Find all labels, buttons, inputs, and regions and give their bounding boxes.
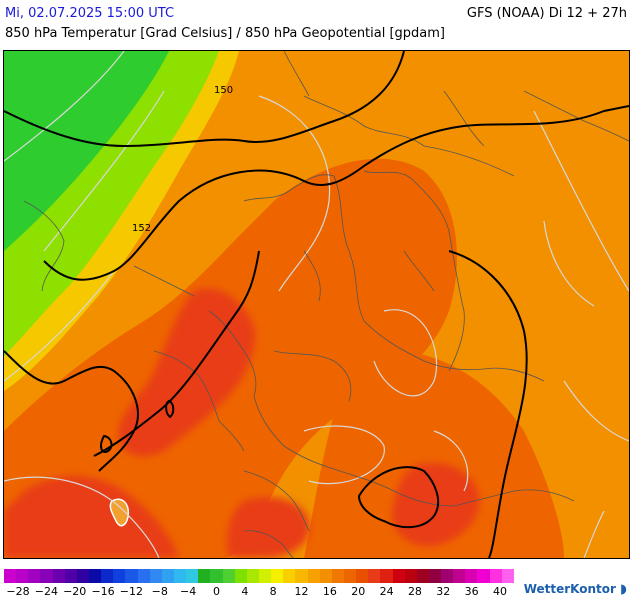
legend-swatch — [16, 569, 29, 583]
isohypse-label-152: 152 — [132, 223, 151, 234]
legend-swatch — [4, 569, 17, 583]
legend-tick-label: −16 — [91, 585, 115, 598]
legend-swatch — [64, 569, 77, 583]
legend-tick-label: 4 — [241, 585, 249, 598]
brand-logo[interactable]: WetterKontor ◗ — [524, 582, 627, 597]
legend-tick-label: 16 — [322, 585, 337, 598]
legend-swatch — [113, 569, 126, 583]
legend-swatch — [52, 569, 65, 583]
legend-tick-label: 24 — [379, 585, 394, 598]
legend-swatch — [198, 569, 211, 583]
legend-swatch — [307, 569, 320, 583]
legend-swatch — [331, 569, 344, 583]
legend-tick-label: −8 — [151, 585, 168, 598]
legend-swatch — [453, 569, 466, 583]
legend-swatch — [149, 569, 162, 583]
parameter-label: 850 hPa Temperatur [Grad Celsius] / 850 … — [5, 26, 446, 41]
legend-tick-label: 36 — [464, 585, 479, 598]
legend-swatch — [380, 569, 393, 583]
legend-swatch — [465, 569, 478, 583]
legend-swatch — [392, 569, 405, 583]
isohypse-label-150: 150 — [214, 85, 233, 96]
legend-tick-label: −4 — [180, 585, 197, 598]
legend-tick-label: 8 — [269, 585, 277, 598]
legend-swatch — [489, 569, 502, 583]
wetterkontor-logo-icon: ◗ — [620, 582, 627, 597]
temperature-map: 150 152 — [3, 50, 630, 559]
legend-swatch — [40, 569, 53, 583]
isotherm-lines — [4, 51, 629, 558]
legend-swatch — [28, 569, 41, 583]
legend-tick-label: 12 — [294, 585, 309, 598]
legend-tick-label: 40 — [493, 585, 507, 598]
legend-tick-label: −28 — [6, 585, 30, 598]
country-borders — [23, 51, 629, 558]
legend-swatch — [76, 569, 89, 583]
legend-swatch — [501, 569, 514, 583]
legend-swatch — [368, 569, 381, 583]
legend-swatch — [356, 569, 369, 583]
temperature-field — [4, 51, 629, 558]
timestamp-label: Mi, 02.07.2025 15:00 UTC — [5, 6, 175, 21]
legend-swatch — [319, 569, 332, 583]
legend-swatch — [283, 569, 296, 583]
legend-swatch — [222, 569, 235, 583]
legend-swatch — [246, 569, 259, 583]
legend-swatch — [416, 569, 429, 583]
legend-tick-label: 0 — [212, 585, 220, 598]
legend-swatch — [477, 569, 490, 583]
legend-swatch — [101, 569, 114, 583]
legend-swatch — [343, 569, 357, 583]
map-canvas: 150 152 — [4, 51, 629, 558]
legend-tick-label: −12 — [119, 585, 144, 598]
legend-tick-labels: −28 −24 −20 −16 −12 −8 −4 0 4 8 12 16 20 24 28 32 36 40 — [4, 586, 514, 600]
legend-swatch — [173, 569, 187, 583]
legend-swatch — [441, 569, 454, 583]
legend-swatch — [258, 569, 272, 583]
legend-swatch — [271, 569, 284, 583]
legend-swatch — [125, 569, 138, 583]
legend-tick-label: −20 — [63, 585, 87, 598]
legend-tick-label: 32 — [436, 585, 451, 598]
legend-swatch — [161, 569, 174, 583]
wetterkontor-wordmark: WetterKontor — [523, 582, 616, 596]
legend-swatch — [88, 569, 102, 583]
legend-swatch — [137, 569, 150, 583]
isohypse-lines — [4, 51, 629, 558]
legend-swatch — [210, 569, 223, 583]
legend-swatch — [428, 569, 442, 583]
legend-tick-label: −24 — [34, 585, 58, 598]
model-run-label: GFS (NOAA) Di 12 + 27h — [466, 6, 627, 21]
legend-tick-label: 28 — [407, 585, 422, 598]
color-legend — [4, 569, 514, 583]
legend-swatch — [234, 569, 247, 583]
legend-tick-label: 20 — [351, 585, 366, 598]
legend-swatch — [186, 569, 199, 583]
legend-swatch — [404, 569, 417, 583]
isohypse-labels: 150 152 — [132, 85, 233, 234]
legend-swatch — [295, 569, 308, 583]
